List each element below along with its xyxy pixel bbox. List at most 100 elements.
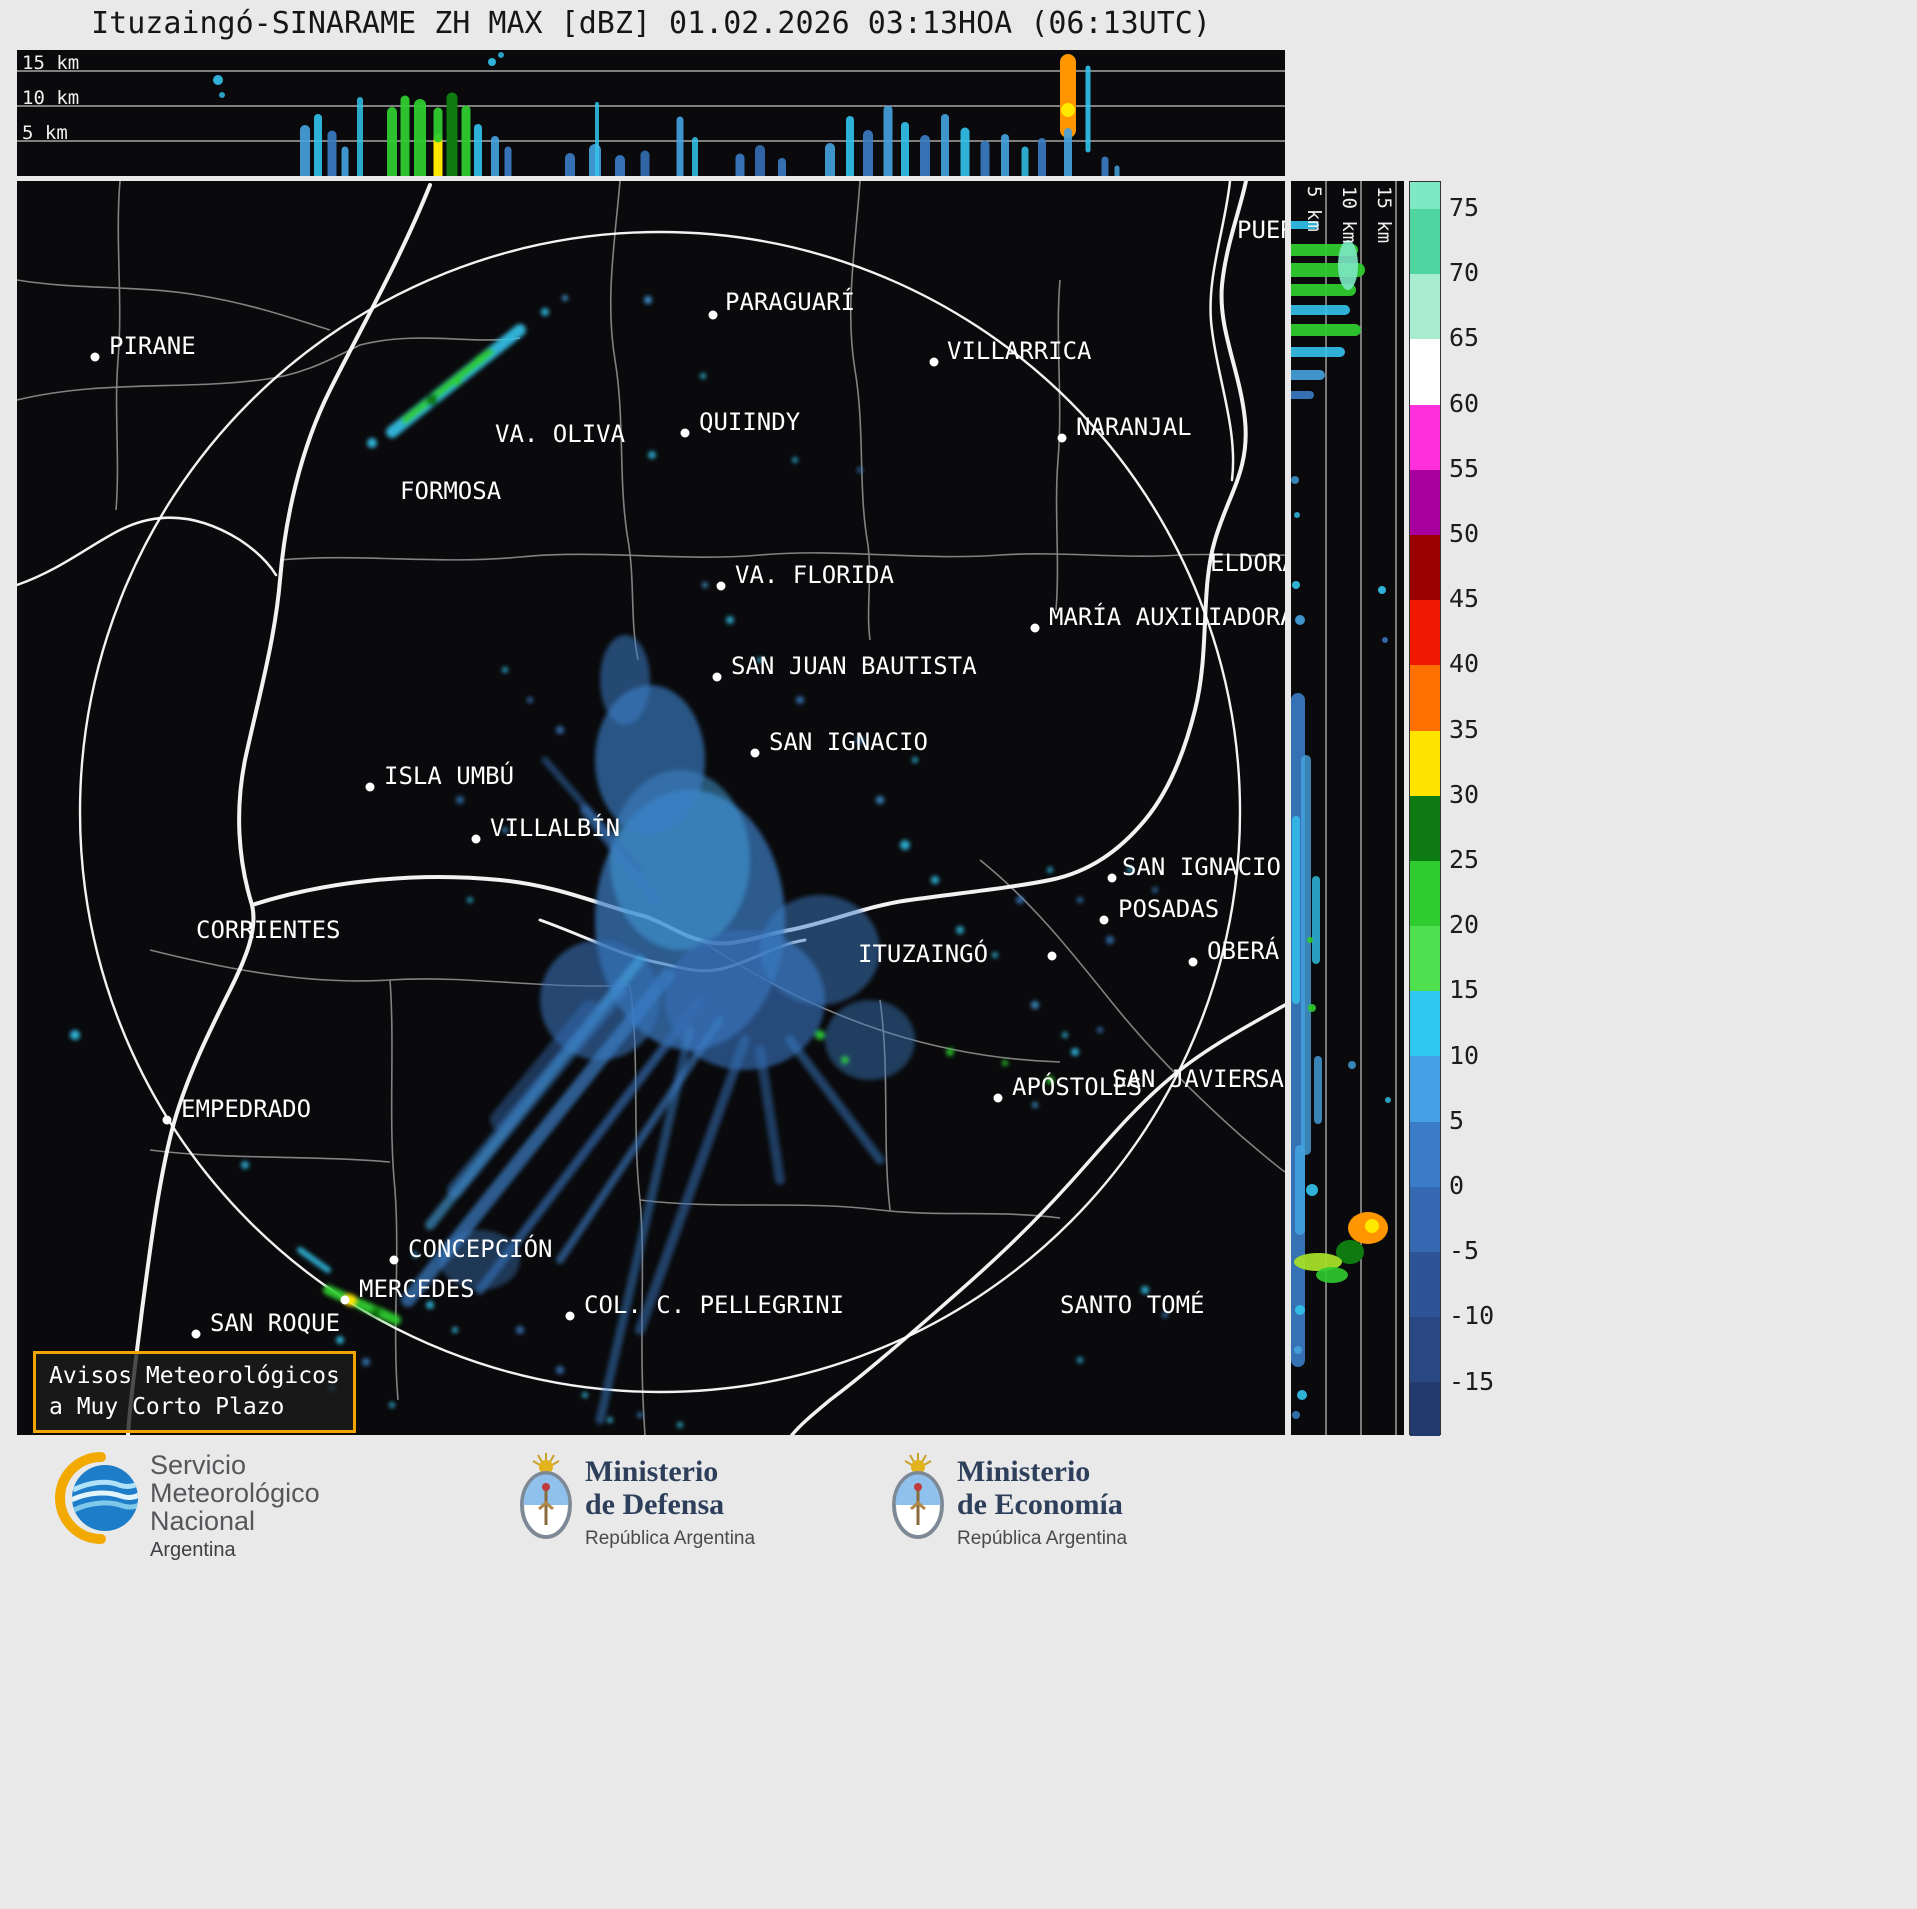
radar-echo: [1292, 1411, 1300, 1419]
radar-echo: [856, 736, 864, 744]
radar-echo: [70, 1030, 80, 1040]
radar-echo: [755, 1045, 785, 1185]
radar-echo: [323, 1285, 401, 1325]
weather-warning-banner[interactable]: Avisos Meteorológicos a Muy Corto Plazo: [33, 1351, 356, 1434]
city-marker: [680, 428, 690, 438]
colorbar-segment: [1410, 1056, 1440, 1122]
colorbar-tick-label: 55: [1449, 453, 1480, 483]
radar-echo: [1292, 581, 1300, 589]
radar-echo: [1338, 240, 1358, 290]
radar-range-ring: [78, 230, 1242, 1394]
colorbar-segment: [1410, 1317, 1440, 1383]
city-label: SAN IGNACIO: [769, 728, 928, 756]
radar-echo: [600, 635, 650, 725]
altitude-label: 15 km: [1373, 186, 1395, 244]
altitude-label: 10 km: [22, 87, 80, 109]
colorbar-tick-label: -10: [1449, 1301, 1495, 1331]
radar-echo: [726, 616, 734, 624]
radar-echo: [1378, 586, 1386, 594]
radar-echo: [498, 52, 504, 58]
radar-echo: [452, 376, 462, 386]
colorbar-segment: [1410, 1121, 1440, 1187]
radar-echo: [1077, 1357, 1083, 1363]
radar-echo: [1295, 615, 1305, 625]
radar-echo: [556, 1366, 564, 1374]
radar-echo: [595, 1025, 695, 1425]
city-label: CORRIENTES: [196, 916, 341, 944]
city-marker: [162, 1115, 172, 1125]
colorbar-segment: [1410, 469, 1440, 535]
radar-echo: [426, 394, 438, 406]
city-marker: [993, 1093, 1003, 1103]
radar-echo: [582, 1392, 588, 1398]
city-label: SANTO TOMÉ: [1060, 1291, 1205, 1319]
city-marker: [1099, 915, 1109, 925]
colorbar-tick-label: 10: [1449, 1040, 1480, 1070]
colorbar-segment: [1410, 926, 1440, 992]
city-marker: [389, 1255, 399, 1265]
radar-echo: [785, 1035, 885, 1165]
smn-line-3: Nacional: [150, 1506, 256, 1536]
altitude-label: 5 km: [22, 122, 68, 144]
radar-echo: [1016, 896, 1024, 904]
colorbar-tick-label: 75: [1449, 193, 1480, 222]
radar-echo: [1308, 1004, 1316, 1012]
city-marker: [1107, 873, 1117, 883]
radar-echo: [219, 92, 225, 98]
defensa-coat-of-arms-icon: [520, 1453, 572, 1539]
colorbar-segment: [1410, 1252, 1440, 1318]
city-label: VILLARRICA: [947, 337, 1092, 365]
radar-echo: [1348, 1061, 1356, 1069]
city-marker: [1188, 957, 1198, 967]
colorbar-segment: [1410, 182, 1440, 209]
city-label: SAN ROQUE: [210, 1309, 341, 1337]
top-cross-section-panel: 15 km 10 km 5 km: [17, 50, 1285, 176]
radar-echo: [792, 457, 798, 463]
colorbar-segment: [1410, 600, 1440, 666]
city-label: CONCEPCIÓN: [408, 1235, 553, 1263]
river-parana-strand: [1209, 181, 1235, 482]
city-marker: [1030, 623, 1040, 633]
city-marker: [1047, 951, 1057, 961]
ministerio-economia-wordmark: Ministerio de Economía República Argenti…: [957, 1455, 1127, 1550]
radar-echo: [912, 757, 918, 763]
defensa-line-2: de Defensa: [585, 1488, 725, 1521]
radar-echo: [490, 1000, 600, 1130]
city-marker: [90, 352, 100, 362]
colorbar-segment: [1410, 534, 1440, 601]
radar-echo: [527, 697, 533, 703]
radar-echo: [1127, 867, 1133, 873]
colorbar-tick-label: -15: [1449, 1366, 1495, 1396]
radar-echo: [467, 897, 473, 903]
radar-echo: [1306, 1184, 1318, 1196]
radar-echo: [401, 968, 675, 1307]
economia-line-1: Ministerio: [957, 1455, 1091, 1488]
city-marker: [1057, 433, 1067, 443]
altitude-label: 15 km: [22, 52, 80, 74]
radar-echo: [992, 952, 998, 958]
city-label: SAN IGNACIO: [1122, 853, 1281, 881]
city-label: EMPEDRADO: [181, 1095, 312, 1123]
right-cross-section-plot: [1291, 181, 1397, 1435]
colorbar-segment: [1410, 665, 1440, 731]
city-label: OBERÁ: [1207, 937, 1280, 965]
city-label: VA. FLORIDA: [735, 561, 894, 589]
radar-echo: [760, 895, 880, 1005]
smn-logo-icon: [55, 1452, 138, 1544]
radar-echo: [1316, 1267, 1348, 1283]
city-label: SAN JUAN BAUTISTA: [731, 652, 977, 680]
city-label: APÓSTOLES: [1012, 1073, 1143, 1101]
radar-echo: [1162, 1312, 1168, 1318]
radar-echo: [336, 1336, 344, 1344]
colorbar-tick-label: 45: [1449, 584, 1480, 614]
city-marker: [929, 357, 939, 367]
radar-echo: [213, 75, 223, 85]
colorbar-tick-label: 35: [1449, 714, 1480, 744]
city-label: ELDORADO: [1210, 549, 1285, 577]
defensa-subtitle: República Argentina: [585, 1528, 756, 1549]
radar-echo: [635, 1035, 750, 1335]
radar-echo: [956, 926, 964, 934]
radar-echo: [841, 1056, 849, 1064]
defensa-line-1: Ministerio: [585, 1455, 719, 1488]
